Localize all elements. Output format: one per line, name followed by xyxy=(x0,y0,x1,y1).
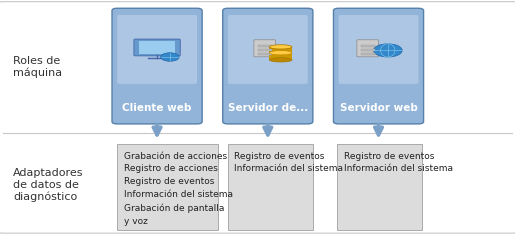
Bar xyxy=(139,41,175,54)
FancyBboxPatch shape xyxy=(112,8,202,124)
Text: Adaptadores
de datos de
diagnóstico: Adaptadores de datos de diagnóstico xyxy=(13,168,83,202)
FancyBboxPatch shape xyxy=(254,40,276,57)
Ellipse shape xyxy=(269,58,292,62)
FancyBboxPatch shape xyxy=(337,144,422,230)
Bar xyxy=(360,45,375,47)
FancyBboxPatch shape xyxy=(228,144,313,230)
Ellipse shape xyxy=(269,51,292,55)
Text: Servidor de...: Servidor de... xyxy=(228,103,308,113)
Bar xyxy=(269,47,292,60)
Bar xyxy=(360,49,375,51)
Text: Roles de
máquina: Roles de máquina xyxy=(13,56,62,78)
Text: Registro de eventos
Información del sistema: Registro de eventos Información del sist… xyxy=(234,152,343,173)
Circle shape xyxy=(373,44,402,57)
Bar xyxy=(258,45,272,47)
FancyBboxPatch shape xyxy=(222,8,313,124)
FancyBboxPatch shape xyxy=(228,15,308,84)
Bar xyxy=(258,53,272,55)
Text: Servidor web: Servidor web xyxy=(339,103,418,113)
Text: Cliente web: Cliente web xyxy=(123,103,192,113)
Bar xyxy=(360,53,375,55)
FancyBboxPatch shape xyxy=(339,15,418,84)
FancyBboxPatch shape xyxy=(117,15,197,84)
FancyBboxPatch shape xyxy=(334,8,423,124)
Circle shape xyxy=(161,53,179,61)
FancyBboxPatch shape xyxy=(0,2,515,233)
FancyBboxPatch shape xyxy=(357,40,379,57)
Text: Registro de eventos
Información del sistema: Registro de eventos Información del sist… xyxy=(344,152,453,173)
FancyBboxPatch shape xyxy=(134,39,180,56)
Text: Grabación de acciones
Registro de acciones
Registro de eventos
Información del s: Grabación de acciones Registro de accion… xyxy=(124,152,233,226)
FancyBboxPatch shape xyxy=(117,144,218,230)
Ellipse shape xyxy=(269,45,292,49)
Bar xyxy=(258,49,272,51)
